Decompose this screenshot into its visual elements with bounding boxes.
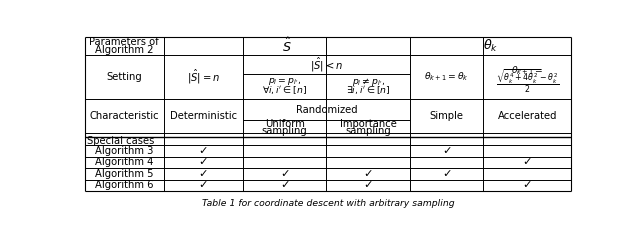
Text: Simple: Simple	[429, 111, 463, 121]
Text: ✓: ✓	[198, 169, 208, 179]
Text: $\hat{S}$: $\hat{S}$	[282, 37, 292, 55]
Text: ✓: ✓	[364, 169, 373, 179]
Text: $|\hat{S}| < n$: $|\hat{S}| < n$	[310, 55, 343, 74]
Text: Algorithm 6: Algorithm 6	[95, 180, 154, 190]
Text: $\forall i, i' \in [n]$: $\forall i, i' \in [n]$	[262, 84, 307, 96]
Text: Algorithm 3: Algorithm 3	[95, 146, 154, 156]
Text: Characteristic: Characteristic	[90, 111, 159, 121]
Text: $\dfrac{\sqrt{\theta_k^4+4\theta_k^2}-\theta_k^2}{2}$: $\dfrac{\sqrt{\theta_k^4+4\theta_k^2}-\t…	[495, 67, 559, 95]
Text: sampling: sampling	[346, 126, 391, 136]
Text: $\theta_{k+1} = \theta_k$: $\theta_{k+1} = \theta_k$	[424, 71, 469, 83]
Text: $p_i = p_{i'},$: $p_i = p_{i'},$	[268, 76, 301, 87]
Text: ✓: ✓	[522, 157, 532, 167]
Text: Uniform: Uniform	[265, 119, 305, 129]
Text: ✓: ✓	[198, 157, 208, 167]
Text: $|\hat{S}| = n$: $|\hat{S}| = n$	[187, 68, 220, 86]
Text: Table 1 for coordinate descent with arbitrary sampling: Table 1 for coordinate descent with arbi…	[202, 199, 454, 208]
Text: ✓: ✓	[442, 169, 451, 179]
Text: Setting: Setting	[106, 72, 142, 82]
Text: Importance: Importance	[340, 119, 397, 129]
Text: sampling: sampling	[262, 126, 307, 136]
Text: $p_i \neq p_{i'},$: $p_i \neq p_{i'},$	[352, 76, 385, 88]
Text: ✓: ✓	[364, 180, 373, 190]
Text: Special cases: Special cases	[87, 136, 154, 146]
Text: $\theta_k$: $\theta_k$	[483, 38, 499, 54]
Text: ✓: ✓	[198, 180, 208, 190]
Text: Accelerated: Accelerated	[497, 111, 557, 121]
Text: Randomized: Randomized	[296, 104, 357, 114]
Text: ✓: ✓	[198, 146, 208, 156]
Text: ✓: ✓	[522, 180, 532, 190]
Text: ✓: ✓	[280, 180, 289, 190]
Text: Algorithm 4: Algorithm 4	[95, 157, 154, 167]
Text: Algorithm 2: Algorithm 2	[95, 45, 154, 55]
Text: Algorithm 5: Algorithm 5	[95, 169, 154, 179]
Text: $\theta_{k+1} = $: $\theta_{k+1} = $	[511, 64, 543, 77]
Text: Deterministic: Deterministic	[170, 111, 237, 121]
Text: ✓: ✓	[442, 146, 451, 156]
Text: ✓: ✓	[280, 169, 289, 179]
Text: Parameters of: Parameters of	[90, 37, 159, 47]
Text: $\exists i, i' \in [n]$: $\exists i, i' \in [n]$	[346, 84, 390, 96]
